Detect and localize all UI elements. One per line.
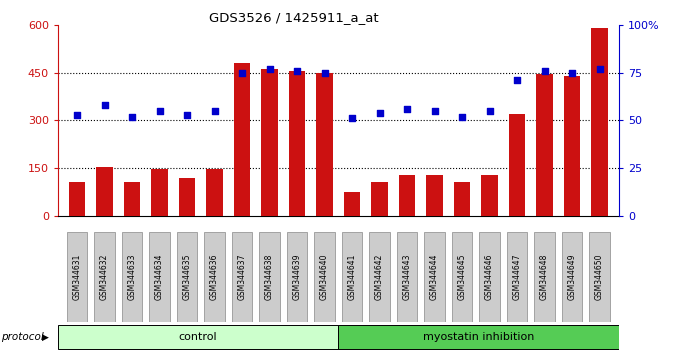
Point — [182, 112, 192, 118]
Bar — [152, 169, 168, 216]
FancyBboxPatch shape — [562, 232, 582, 322]
FancyBboxPatch shape — [342, 232, 362, 322]
Bar — [261, 69, 278, 216]
Bar — [179, 178, 195, 216]
Text: GSM344644: GSM344644 — [430, 254, 439, 300]
Text: GSM344636: GSM344636 — [210, 254, 219, 300]
FancyBboxPatch shape — [204, 232, 225, 322]
Point — [264, 66, 275, 72]
Point — [209, 108, 220, 114]
FancyBboxPatch shape — [95, 232, 115, 322]
Point — [99, 102, 110, 108]
Bar — [124, 183, 140, 216]
Text: GSM344643: GSM344643 — [403, 254, 411, 300]
Bar — [537, 74, 553, 216]
FancyBboxPatch shape — [339, 325, 619, 349]
Bar — [398, 175, 415, 216]
Text: GSM344646: GSM344646 — [485, 254, 494, 300]
Text: ▶: ▶ — [42, 333, 49, 342]
FancyBboxPatch shape — [177, 232, 197, 322]
Text: myostatin inhibition: myostatin inhibition — [423, 332, 534, 342]
Point — [237, 70, 248, 75]
Point — [402, 106, 413, 112]
Point — [594, 66, 605, 72]
FancyBboxPatch shape — [314, 232, 335, 322]
Point — [126, 114, 137, 119]
Bar — [371, 183, 388, 216]
Text: GSM344631: GSM344631 — [73, 254, 82, 300]
Point — [71, 112, 82, 118]
FancyBboxPatch shape — [424, 232, 445, 322]
Bar — [426, 175, 443, 216]
Point — [539, 68, 550, 74]
Bar — [316, 73, 333, 216]
Bar — [206, 169, 223, 216]
Point — [456, 114, 467, 119]
Text: GSM344638: GSM344638 — [265, 254, 274, 300]
Point — [374, 110, 385, 115]
FancyBboxPatch shape — [369, 232, 390, 322]
Text: GSM344639: GSM344639 — [292, 254, 301, 300]
FancyBboxPatch shape — [479, 232, 500, 322]
Text: GDS3526 / 1425911_a_at: GDS3526 / 1425911_a_at — [209, 11, 378, 24]
FancyBboxPatch shape — [58, 325, 339, 349]
Point — [566, 70, 577, 75]
Text: GSM344633: GSM344633 — [128, 254, 137, 300]
Text: GSM344649: GSM344649 — [568, 254, 577, 300]
Bar — [234, 63, 250, 216]
Text: GSM344641: GSM344641 — [347, 254, 356, 300]
Text: protocol: protocol — [1, 332, 44, 342]
Text: GSM344647: GSM344647 — [513, 254, 522, 300]
Text: GSM344632: GSM344632 — [100, 254, 109, 300]
Bar — [69, 183, 85, 216]
Bar — [592, 28, 608, 216]
FancyBboxPatch shape — [259, 232, 280, 322]
FancyBboxPatch shape — [590, 232, 610, 322]
Point — [292, 68, 303, 74]
FancyBboxPatch shape — [507, 232, 528, 322]
FancyBboxPatch shape — [534, 232, 555, 322]
Bar — [289, 71, 305, 216]
Bar — [97, 166, 113, 216]
Point — [154, 108, 165, 114]
Text: GSM344634: GSM344634 — [155, 254, 164, 300]
FancyBboxPatch shape — [232, 232, 252, 322]
FancyBboxPatch shape — [452, 232, 473, 322]
Point — [347, 116, 358, 121]
FancyBboxPatch shape — [67, 232, 87, 322]
Text: GSM344645: GSM344645 — [458, 254, 466, 300]
Bar — [454, 182, 471, 216]
Text: GSM344640: GSM344640 — [320, 254, 329, 300]
FancyBboxPatch shape — [287, 232, 307, 322]
Point — [319, 70, 330, 75]
Text: control: control — [179, 332, 218, 342]
FancyBboxPatch shape — [122, 232, 142, 322]
Point — [484, 108, 495, 114]
Bar — [481, 175, 498, 216]
Text: GSM344637: GSM344637 — [237, 254, 247, 300]
Text: GSM344642: GSM344642 — [375, 254, 384, 300]
Bar — [509, 114, 526, 216]
Text: GSM344635: GSM344635 — [182, 254, 192, 300]
Point — [511, 78, 522, 83]
FancyBboxPatch shape — [396, 232, 418, 322]
FancyBboxPatch shape — [149, 232, 170, 322]
Text: GSM344650: GSM344650 — [595, 254, 604, 300]
Point — [429, 108, 440, 114]
Bar — [344, 192, 360, 216]
Text: GSM344648: GSM344648 — [540, 254, 549, 300]
Bar — [564, 76, 580, 216]
